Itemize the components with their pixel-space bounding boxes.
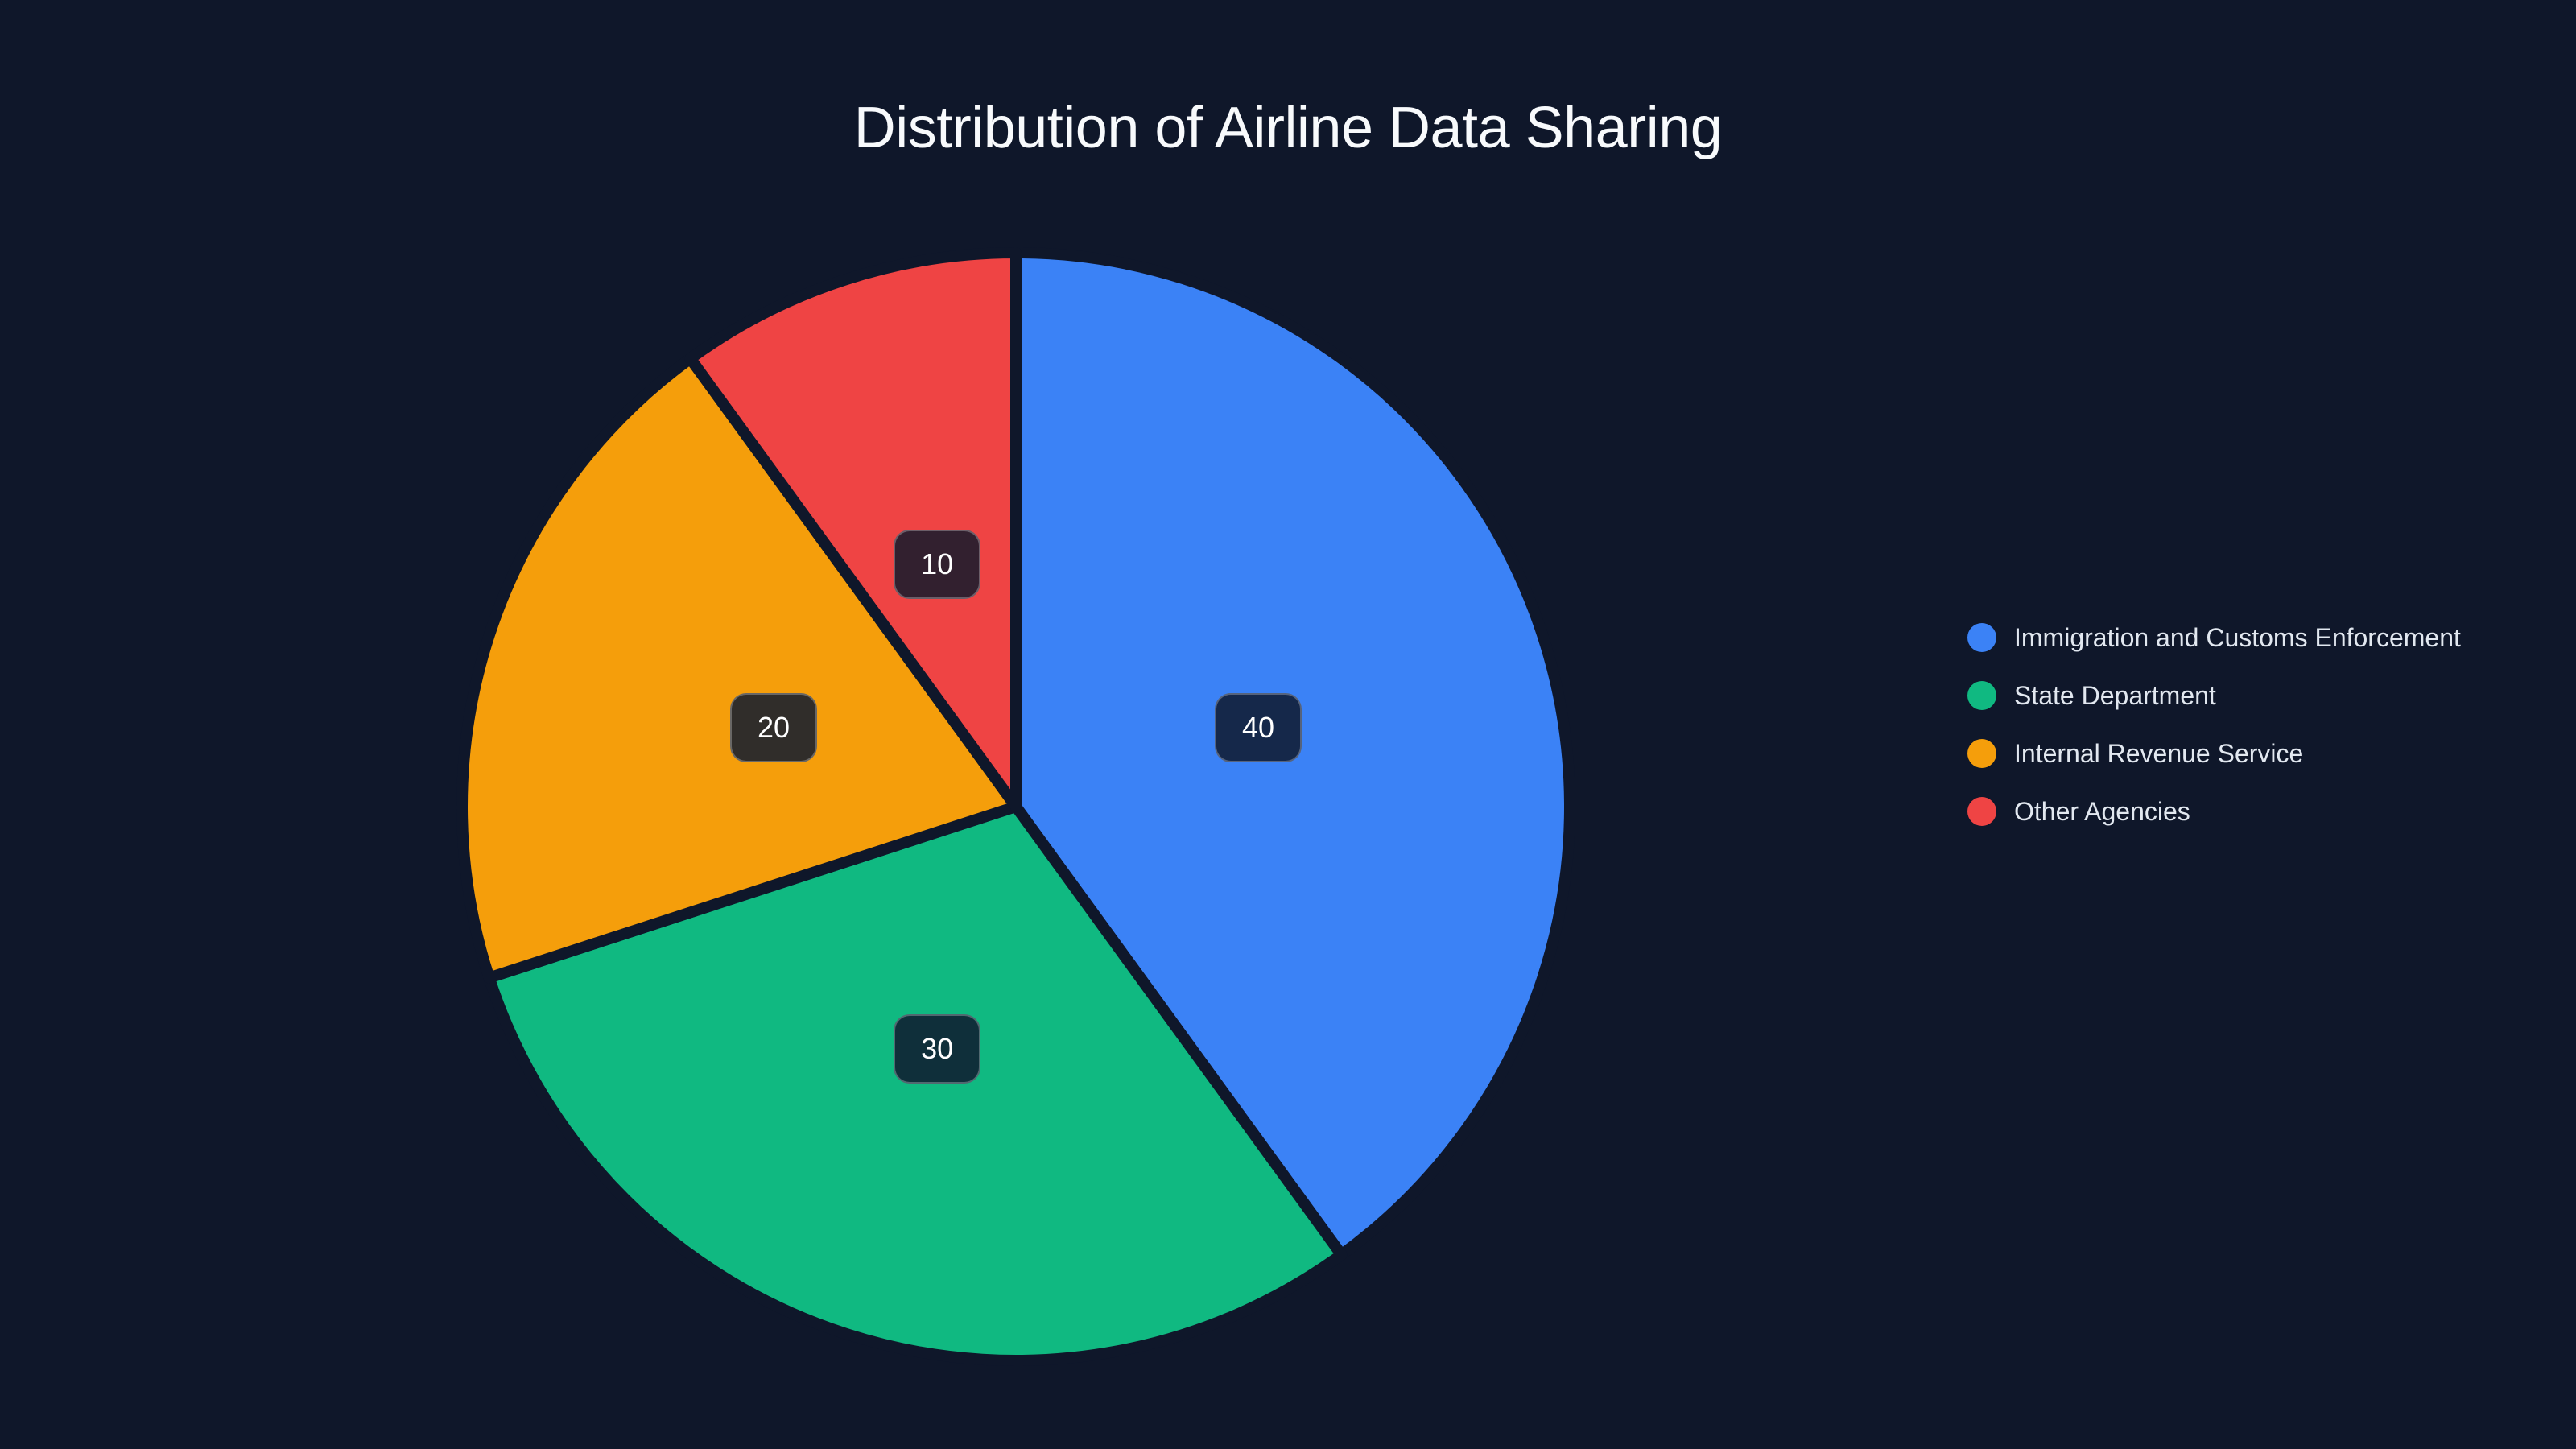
- data-label-irs: 20: [730, 693, 817, 763]
- data-label-other-agencies: 10: [894, 530, 981, 599]
- legend-swatch-icon: [1967, 739, 1996, 768]
- legend-swatch-icon: [1967, 623, 1996, 652]
- legend-item-ice[interactable]: Immigration and Customs Enforcement: [1967, 609, 2461, 667]
- legend: Immigration and Customs Enforcement Stat…: [1967, 609, 2461, 840]
- legend-item-state-department[interactable]: State Department: [1967, 667, 2461, 724]
- legend-item-other-agencies[interactable]: Other Agencies: [1967, 782, 2461, 840]
- data-label-ice: 40: [1214, 693, 1302, 763]
- pie-slices: [456, 247, 1575, 1366]
- legend-label: Internal Revenue Service: [2014, 738, 2304, 768]
- pie-slice-3[interactable]: [684, 247, 1022, 812]
- legend-item-irs[interactable]: Internal Revenue Service: [1967, 724, 2461, 782]
- legend-swatch-icon: [1967, 681, 1996, 710]
- legend-label: Other Agencies: [2014, 796, 2190, 826]
- chart-title: Distribution of Airline Data Sharing: [853, 96, 1723, 160]
- legend-label: State Department: [2014, 680, 2216, 710]
- legend-label: Immigration and Customs Enforcement: [2014, 622, 2461, 652]
- pie-slice-1[interactable]: [483, 801, 1348, 1366]
- pie-slice-2[interactable]: [456, 353, 1022, 984]
- data-label-state-department: 30: [894, 1013, 981, 1084]
- legend-swatch-icon: [1967, 797, 1996, 826]
